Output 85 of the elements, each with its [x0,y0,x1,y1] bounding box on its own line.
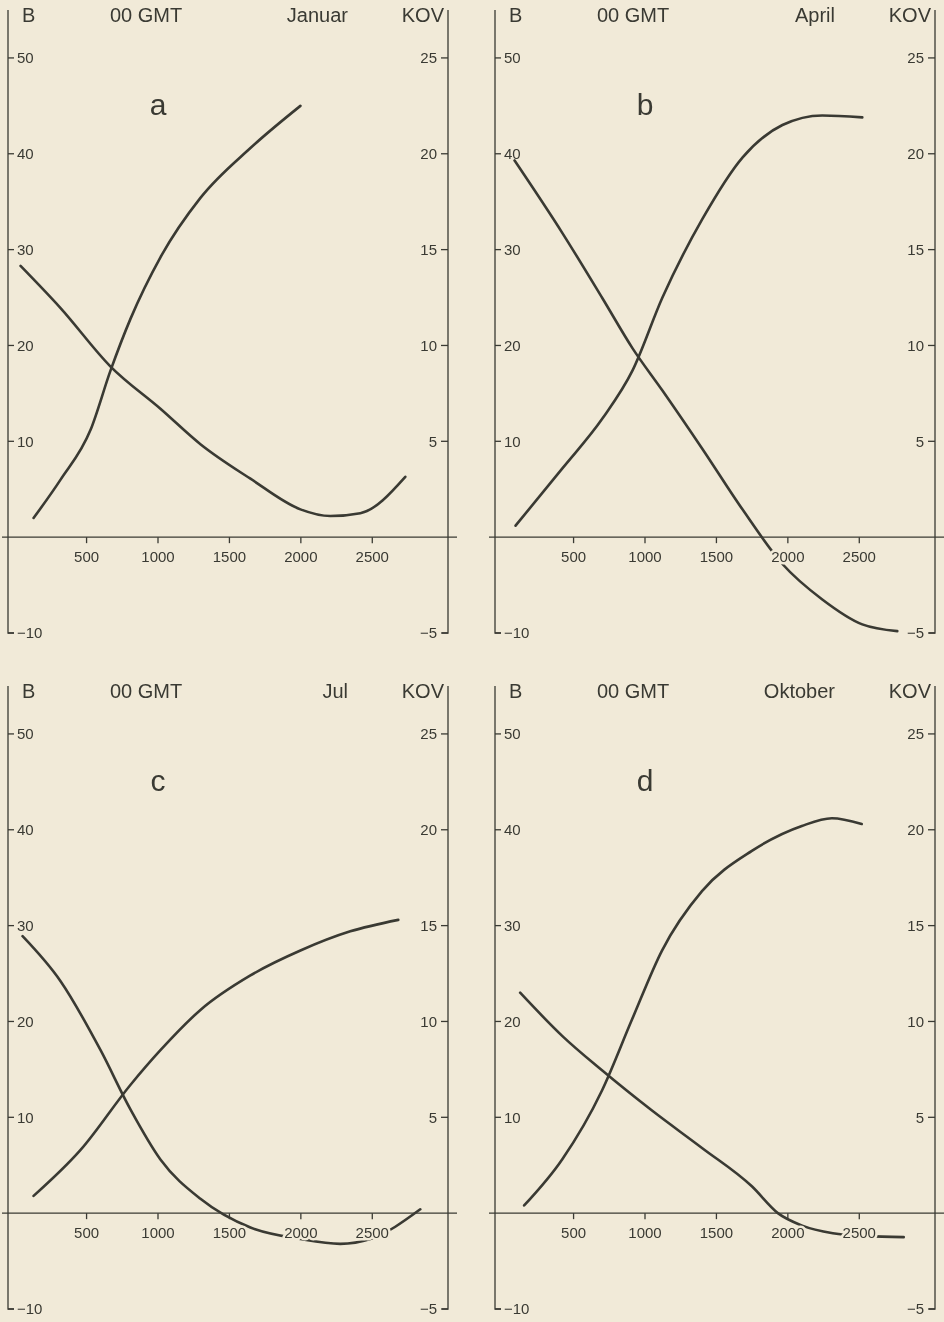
y2-axis-title: KOV [888,680,932,702]
y-axis-title: B [509,680,523,702]
y-axis-title: B [509,4,523,26]
y2-tick-label: 15 [907,916,924,934]
y-axis-title: B [22,680,36,702]
y2-axis-title: KOV [401,680,445,702]
x-tick-label: 500 [74,1224,100,1242]
y-tick-label: 10 [17,432,34,450]
y2-tick-label: 25 [420,49,437,67]
y-tick-label: 50 [504,725,521,743]
y2-tick-label: 20 [420,821,437,839]
chart-subtitle: April [794,4,835,26]
y2-tick-label: 25 [907,49,924,67]
y2-tick-label: −5 [419,624,437,642]
x-tick-label: 2000 [771,1224,805,1242]
y-tick-label: 40 [504,821,521,839]
y-tick-label: 10 [17,1108,34,1126]
y-tick-label: 30 [17,916,34,934]
y-axis-title: B [22,4,36,26]
y2-tick-label: 20 [907,821,924,839]
x-tick-label: 500 [561,1224,587,1242]
x-tick-label: 1000 [141,548,175,566]
y-tick-label: 30 [17,240,34,258]
chart-subtitle: Jul [322,680,348,702]
x-tick-label: 2500 [842,548,876,566]
annotation: c [150,764,166,797]
y2-tick-label: 25 [907,725,924,743]
chart-title: 00 GMT [110,4,183,26]
x-tick-label: 1000 [628,1224,662,1242]
y-tick-label: 30 [504,916,521,934]
x-tick-label: 1000 [628,548,662,566]
chart-title: 00 GMT [597,680,670,702]
x-tick-label: 500 [561,548,587,566]
y2-tick-label: 5 [428,1108,437,1126]
x-tick-label: 2500 [355,548,389,566]
y2-tick-label: 5 [915,432,924,450]
y2-tick-label: 5 [428,432,437,450]
y-tick-label: 20 [504,1012,521,1030]
annotation: b [636,88,654,121]
y-tick-label: 50 [504,49,521,67]
y-tick-label: 20 [504,336,521,354]
x-tick-label: 2000 [284,1224,318,1242]
x-tick-label: 1500 [699,1224,734,1242]
y2-tick-label: 20 [907,145,924,163]
y2-axis-title: KOV [888,4,932,26]
y2-tick-label: 10 [907,1012,924,1030]
y2-tick-label: 15 [420,916,437,934]
y-tick-label: −10 [504,624,530,642]
y2-tick-label: −5 [419,1300,437,1318]
x-tick-label: 2000 [284,548,318,566]
y2-axis-title: KOV [401,4,445,26]
y-tick-label: 40 [17,145,34,163]
y-tick-label: −10 [504,1300,530,1318]
chart-title: 00 GMT [110,680,183,702]
y2-tick-label: 20 [420,145,437,163]
y2-tick-label: −5 [906,624,924,642]
x-tick-label: 500 [74,548,100,566]
y-tick-label: 30 [504,240,521,258]
x-tick-label: 1500 [212,1224,247,1242]
y2-tick-label: −5 [906,1300,924,1318]
x-tick-label: 1000 [141,1224,175,1242]
y2-tick-label: 10 [907,336,924,354]
y2-tick-label: 5 [915,1108,924,1126]
y2-tick-label: 15 [420,240,437,258]
chart-title: 00 GMT [597,4,670,26]
y2-tick-label: 25 [420,725,437,743]
y-tick-label: 50 [17,49,34,67]
y-tick-label: 10 [504,432,521,450]
y-tick-label: −10 [17,624,43,642]
y2-tick-label: 10 [420,1012,437,1030]
y-tick-label: 40 [504,145,521,163]
y-tick-label: 20 [17,336,34,354]
y-tick-label: −10 [17,1300,43,1318]
y-tick-label: 20 [17,1012,34,1030]
y-tick-label: 10 [504,1108,521,1126]
chart-subtitle: Januar [286,4,349,26]
y-tick-label: 40 [17,821,34,839]
y-tick-label: 50 [17,725,34,743]
y2-tick-label: 10 [420,336,437,354]
x-tick-label: 1500 [699,548,734,566]
y2-tick-label: 15 [907,240,924,258]
x-tick-label: 1500 [212,548,247,566]
annotation: d [636,764,654,797]
annotation: a [149,88,167,121]
chart-subtitle: Oktober [763,680,836,702]
